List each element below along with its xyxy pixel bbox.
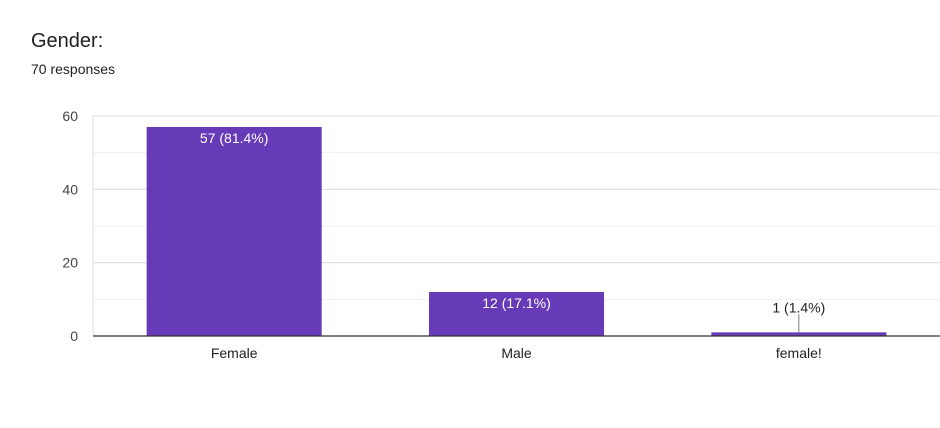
x-tick-label: Female	[211, 345, 258, 361]
y-tick-label: 40	[62, 181, 78, 197]
x-tick-label: Male	[501, 345, 532, 361]
bar-female	[146, 127, 322, 336]
bar-female-	[711, 332, 887, 336]
y-tick-label: 0	[70, 328, 78, 344]
y-tick-label: 20	[62, 255, 78, 271]
data-label: 1 (1.4%)	[772, 299, 825, 315]
x-tick-label: female!	[776, 345, 822, 361]
question-title: Gender:	[31, 30, 104, 52]
data-label: 57 (81.4%)	[200, 130, 268, 146]
responses-count: 70 responses	[31, 61, 116, 77]
data-label: 12 (17.1%)	[482, 295, 550, 311]
y-tick-label: 60	[62, 108, 78, 124]
bar-male	[428, 292, 605, 336]
